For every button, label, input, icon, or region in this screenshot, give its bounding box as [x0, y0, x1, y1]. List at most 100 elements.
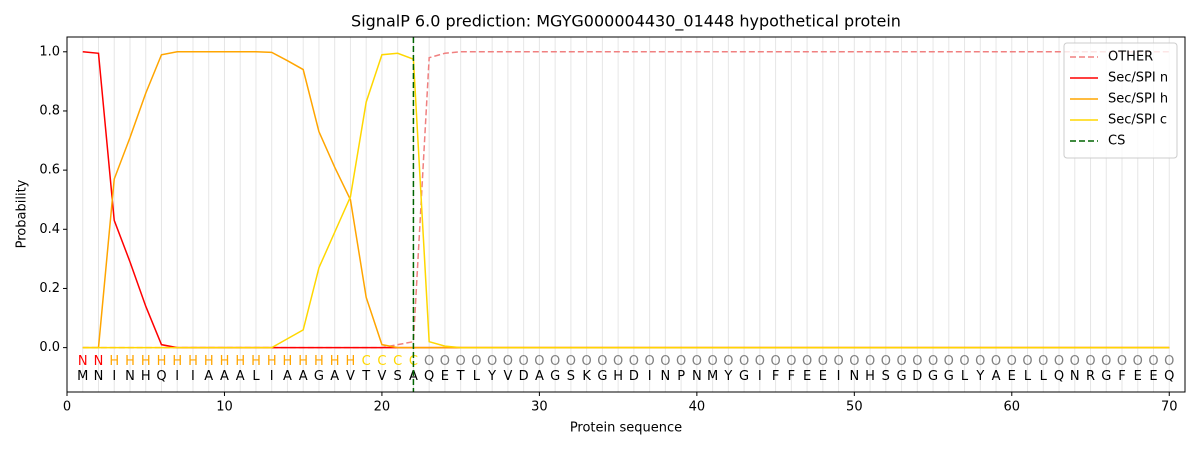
region-label: O	[645, 354, 655, 369]
region-label: H	[298, 354, 308, 369]
residue-label: S	[394, 369, 402, 384]
region-label: O	[534, 354, 544, 369]
residue-label: I	[837, 369, 841, 384]
region-label: O	[1054, 354, 1064, 369]
residue-label: G	[1101, 369, 1111, 384]
region-label: O	[755, 354, 765, 369]
x-tick-label: 10	[216, 400, 233, 415]
residue-label: I	[112, 369, 116, 384]
residue-label: K	[582, 369, 591, 384]
residue-label: L	[1024, 369, 1032, 384]
region-label: H	[220, 354, 230, 369]
x-tick-label: 40	[689, 400, 706, 415]
region-label: O	[1148, 354, 1158, 369]
region-label: H	[251, 354, 261, 369]
region-label: H	[172, 354, 182, 369]
region-label: O	[833, 354, 843, 369]
region-label: H	[157, 354, 167, 369]
residue-label: D	[912, 369, 922, 384]
residue-label: H	[141, 369, 151, 384]
legend-label: Sec/SPI n	[1108, 71, 1168, 86]
residue-label: N	[125, 369, 135, 384]
residue-label: F	[788, 369, 795, 384]
region-label: O	[1022, 354, 1032, 369]
residue-label: V	[377, 369, 386, 384]
residue-label: F	[772, 369, 779, 384]
residue-label: N	[1070, 369, 1080, 384]
residue-label: F	[1118, 369, 1125, 384]
region-label: H	[235, 354, 245, 369]
region-label: O	[770, 354, 780, 369]
region-label: O	[707, 354, 717, 369]
chart-title: SignalP 6.0 prediction: MGYG000004430_01…	[351, 12, 901, 32]
region-label: N	[78, 354, 88, 369]
residue-label: G	[928, 369, 938, 384]
region-label: H	[188, 354, 198, 369]
region-label: O	[456, 354, 466, 369]
residue-label: H	[865, 369, 875, 384]
region-label: O	[550, 354, 560, 369]
region-label: H	[283, 354, 293, 369]
residue-label: E	[1008, 369, 1016, 384]
residue-label: A	[220, 369, 229, 384]
region-label: O	[660, 354, 670, 369]
residue-label: I	[191, 369, 195, 384]
region-label: O	[802, 354, 812, 369]
residue-label: N	[94, 369, 104, 384]
x-axis-label: Protein sequence	[570, 421, 682, 436]
region-label: O	[692, 354, 702, 369]
residue-label: G	[314, 369, 324, 384]
residue-label: V	[503, 369, 512, 384]
region-label: O	[597, 354, 607, 369]
y-tick-label: 0.6	[39, 163, 60, 178]
residue-label: V	[346, 369, 355, 384]
y-tick-label: 1.0	[39, 44, 60, 59]
residue-label: Y	[723, 369, 732, 384]
region-label: O	[471, 354, 481, 369]
residue-label: I	[758, 369, 762, 384]
region-label: O	[519, 354, 529, 369]
residue-label: G	[550, 369, 560, 384]
region-label: H	[314, 354, 324, 369]
region-label: O	[566, 354, 576, 369]
region-label: H	[330, 354, 340, 369]
residue-label: S	[882, 369, 890, 384]
residue-label: E	[441, 369, 449, 384]
region-label: O	[1007, 354, 1017, 369]
series-line	[82, 52, 1170, 349]
residue-label: Q	[1164, 369, 1174, 384]
residue-label: T	[456, 369, 465, 384]
y-tick-label: 0.4	[39, 222, 60, 237]
residue-label: A	[330, 369, 339, 384]
region-label: O	[896, 354, 906, 369]
residue-label: A	[236, 369, 245, 384]
residue-label: Y	[975, 369, 984, 384]
residue-label: Q	[424, 369, 434, 384]
residue-label: N	[849, 369, 859, 384]
residue-label: Q	[156, 369, 166, 384]
residue-label: A	[283, 369, 292, 384]
region-label: O	[1070, 354, 1080, 369]
region-label: O	[613, 354, 623, 369]
residue-label: G	[944, 369, 954, 384]
region-label: H	[141, 354, 151, 369]
region-label: O	[849, 354, 859, 369]
x-tick-label: 70	[1161, 400, 1178, 415]
residue-label: N	[660, 369, 670, 384]
region-label: O	[786, 354, 796, 369]
residue-label: E	[819, 369, 827, 384]
region-label: N	[94, 354, 104, 369]
residue-label: E	[803, 369, 811, 384]
region-label: O	[503, 354, 513, 369]
region-label: O	[912, 354, 922, 369]
residue-label: I	[175, 369, 179, 384]
x-tick-label: 20	[374, 400, 391, 415]
region-label: O	[865, 354, 875, 369]
residue-label: A	[299, 369, 308, 384]
residue-label: I	[648, 369, 652, 384]
region-label: O	[629, 354, 639, 369]
region-label: O	[1101, 354, 1111, 369]
legend-label: OTHER	[1108, 50, 1153, 65]
region-label: H	[125, 354, 135, 369]
